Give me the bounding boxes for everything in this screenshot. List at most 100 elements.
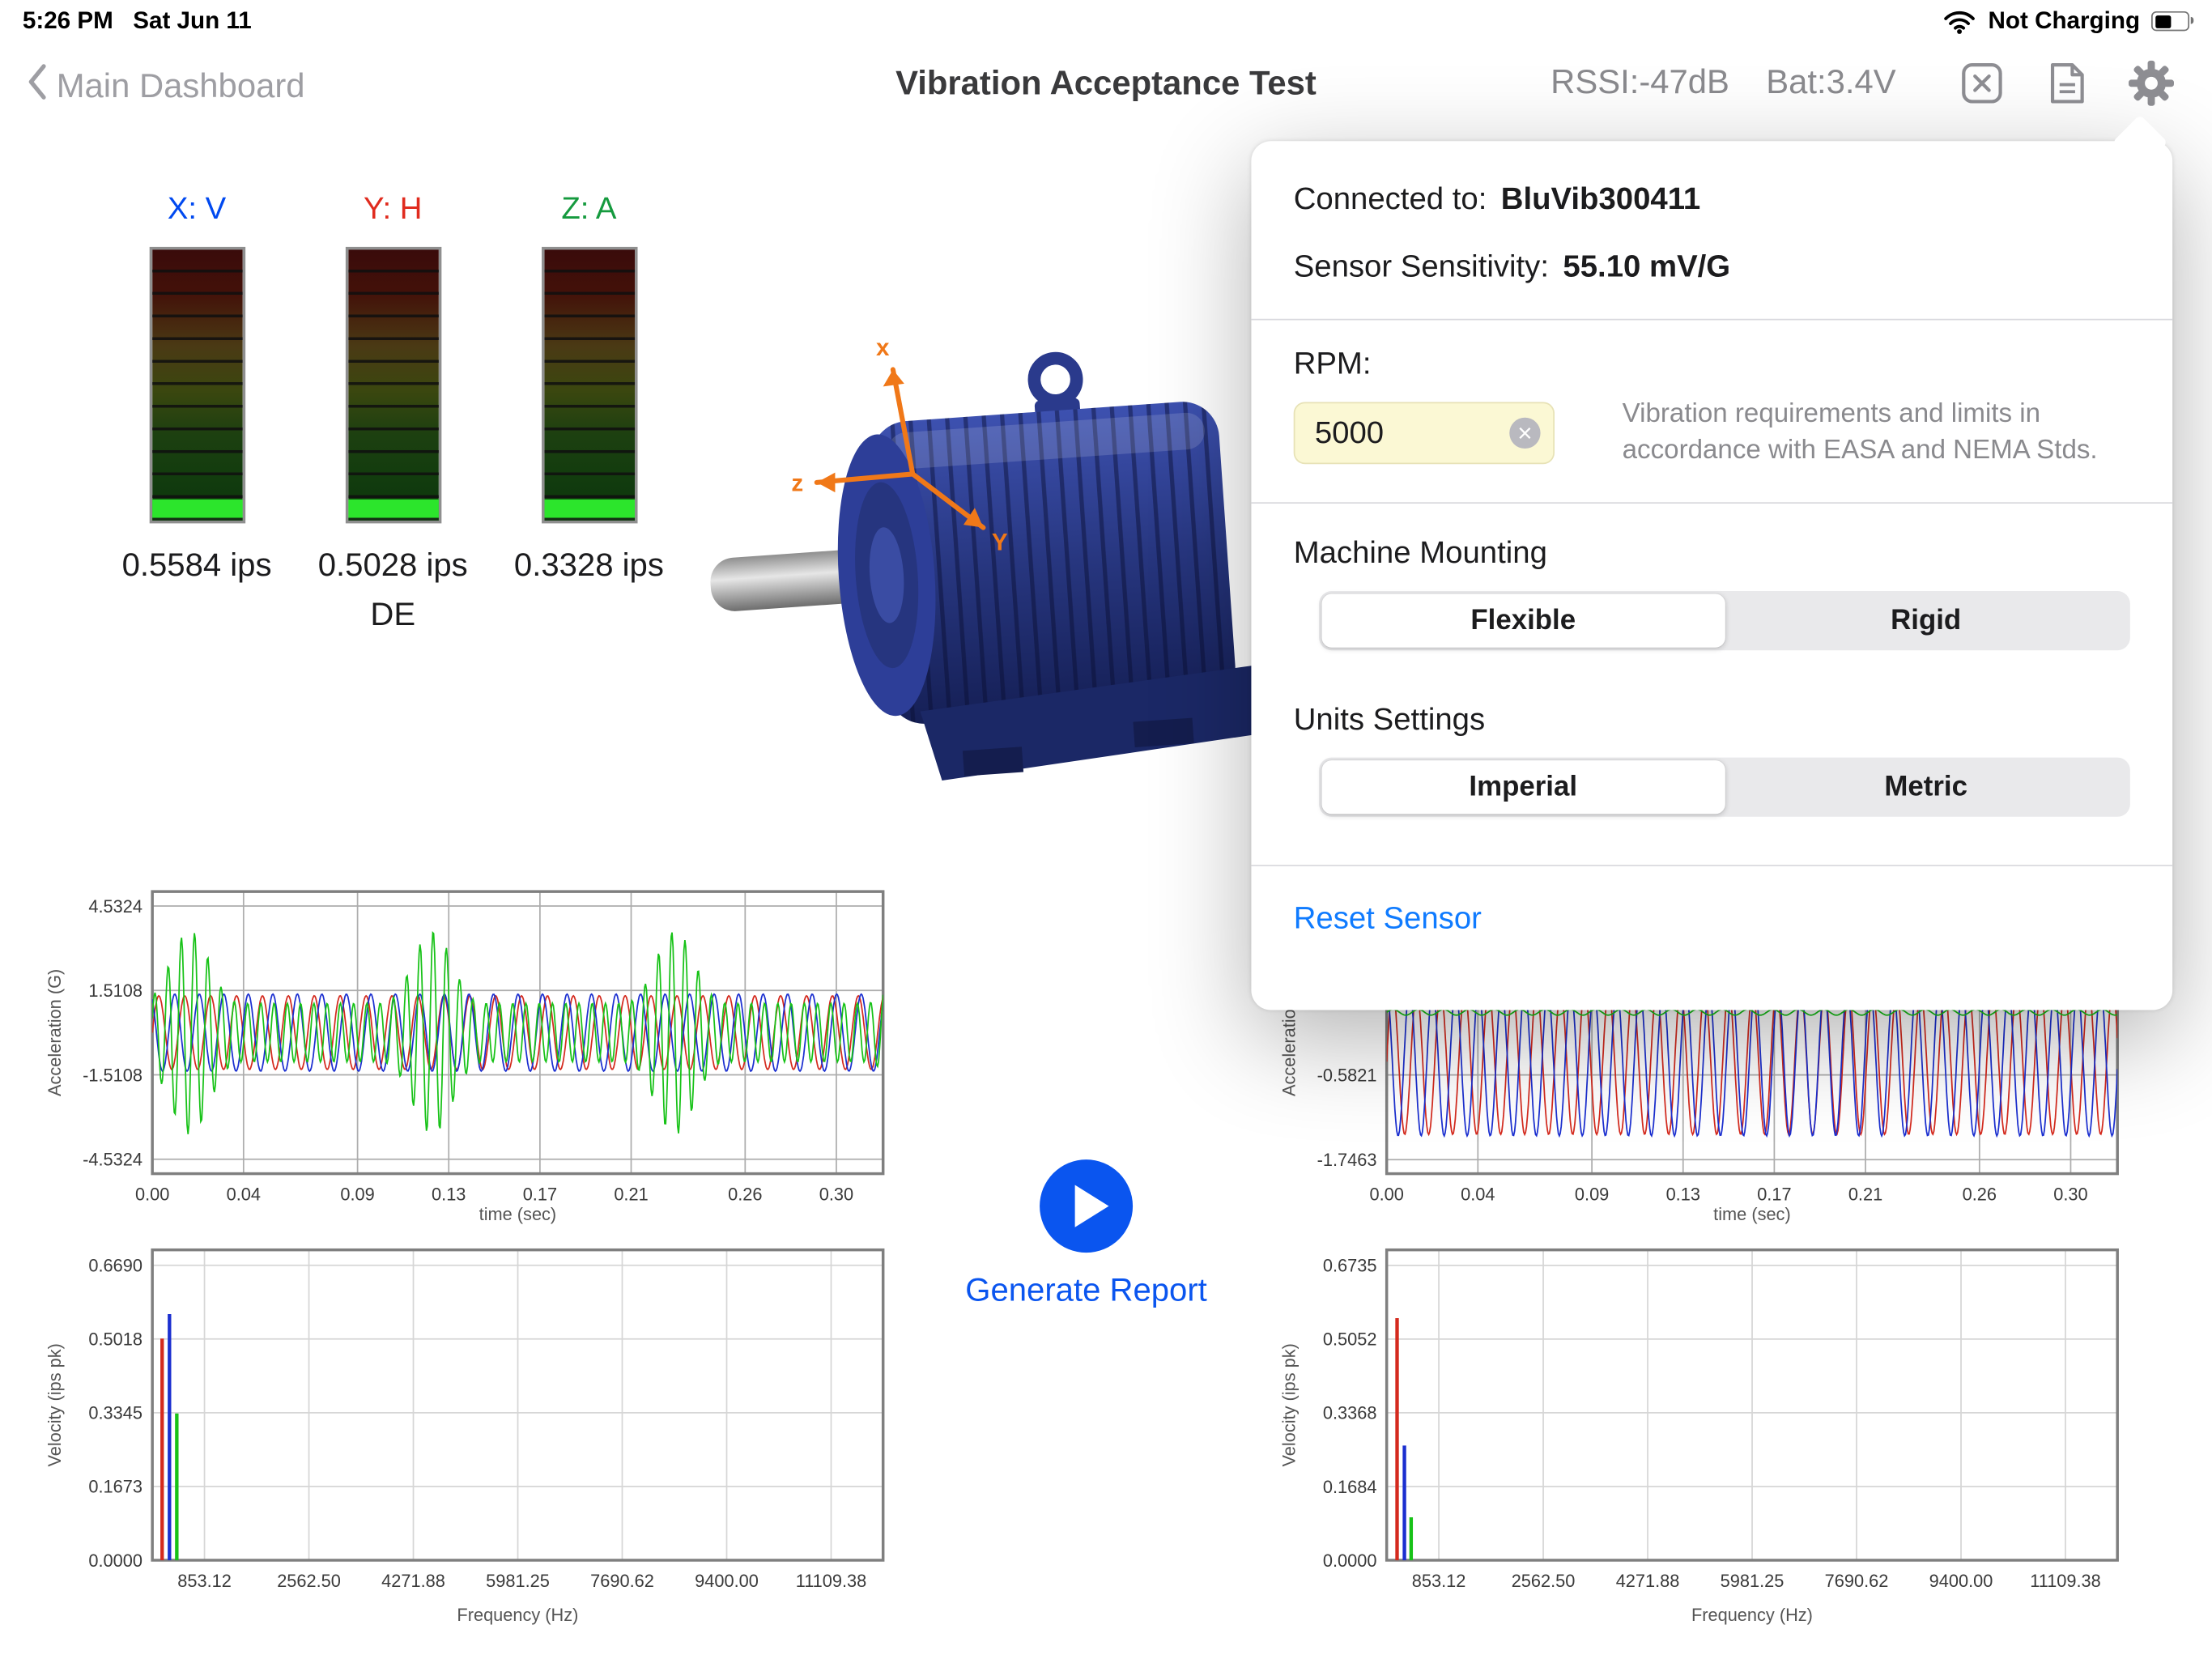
meter-z-label: Z: A: [561, 190, 617, 226]
settings-button[interactable]: [2127, 59, 2175, 107]
svg-text:Frequency (Hz): Frequency (Hz): [457, 1605, 578, 1625]
play-button[interactable]: [1040, 1159, 1134, 1253]
svg-text:0.0000: 0.0000: [88, 1551, 143, 1571]
battery-voltage: Bat:3.4V: [1766, 63, 1896, 102]
svg-text:11109.38: 11109.38: [2030, 1571, 2101, 1591]
report-document-button[interactable]: [2043, 59, 2091, 107]
svg-text:0.09: 0.09: [340, 1185, 374, 1205]
svg-text:-1.5108: -1.5108: [83, 1065, 143, 1085]
units-option-metric[interactable]: Metric: [1884, 772, 1967, 803]
mounting-option-flexible[interactable]: Flexible: [1321, 593, 1725, 649]
svg-text:0.17: 0.17: [1757, 1185, 1791, 1205]
svg-text:2562.50: 2562.50: [277, 1571, 341, 1591]
axis-y-label: Y: [992, 529, 1008, 555]
svg-text:0.6735: 0.6735: [1323, 1256, 1377, 1276]
svg-text:0.09: 0.09: [1575, 1185, 1609, 1205]
rssi-value: RSSI:-47dB: [1551, 63, 1729, 102]
battery-icon: [2151, 11, 2194, 32]
page-title: Vibration Acceptance Test: [895, 65, 1317, 104]
chevron-left-icon: [25, 62, 48, 112]
svg-text:7690.62: 7690.62: [590, 1571, 654, 1591]
units-segmented-control: Imperial Metric: [1319, 758, 2130, 818]
svg-text:0.1673: 0.1673: [88, 1477, 143, 1497]
velocity-spectrum-chart-right: 853.12 2562.50 4271.88 5981.25 7690.62 9400.0…: [1276, 1236, 2124, 1628]
sensitivity-value: 55.10 mV/G: [1563, 248, 1731, 284]
back-label: Main Dashboard: [56, 66, 305, 105]
velocity-spectrum-chart-left: 853.12 2562.50 4271.88 5981.25 7690.62 9400.0…: [42, 1236, 889, 1628]
meter-x-value: 0.5584 ips: [121, 546, 272, 583]
svg-text:0.3368: 0.3368: [1323, 1403, 1377, 1423]
sensitivity-label: Sensor Sensitivity:: [1293, 248, 1549, 284]
status-date: Sat Jun 11: [133, 6, 252, 34]
status-bar: 5:26 PM Sat Jun 11 Not Charging: [0, 0, 2212, 42]
svg-text:7690.62: 7690.62: [1825, 1571, 1889, 1591]
svg-text:0.3345: 0.3345: [88, 1403, 143, 1423]
mounting-section-label: Machine Mounting: [1293, 534, 1547, 571]
back-button[interactable]: Main Dashboard: [25, 62, 305, 112]
svg-text:-0.5821: -0.5821: [1317, 1065, 1377, 1085]
wifi-icon: [1943, 8, 1977, 34]
svg-text:4.5324: 4.5324: [88, 896, 143, 917]
svg-text:9400.00: 9400.00: [1929, 1571, 1993, 1591]
svg-text:time (sec): time (sec): [1713, 1204, 1791, 1224]
svg-text:0.5018: 0.5018: [88, 1329, 143, 1350]
svg-text:9400.00: 9400.00: [695, 1571, 759, 1591]
svg-text:0.13: 0.13: [432, 1185, 466, 1205]
disconnect-button[interactable]: [1958, 59, 2006, 107]
meter-x-bar: [148, 246, 245, 524]
svg-text:1.5108: 1.5108: [88, 981, 143, 1001]
svg-text:4271.88: 4271.88: [1616, 1571, 1680, 1591]
battery-status-text: Not Charging: [1988, 6, 2141, 34]
play-icon: [1074, 1185, 1109, 1227]
rpm-label: RPM:: [1293, 345, 1372, 381]
meter-z-value: 0.3328 ips: [513, 546, 664, 583]
svg-text:0.1684: 0.1684: [1323, 1477, 1377, 1497]
svg-text:853.12: 853.12: [1412, 1571, 1466, 1591]
svg-text:-1.7463: -1.7463: [1317, 1150, 1377, 1170]
svg-text:853.12: 853.12: [177, 1571, 232, 1591]
svg-text:0.00: 0.00: [135, 1185, 169, 1205]
meter-y-value: 0.5028 ips: [317, 546, 468, 583]
mounting-option-rigid[interactable]: Rigid: [1891, 605, 1962, 637]
svg-text:0.26: 0.26: [1963, 1185, 1997, 1205]
generate-report-link[interactable]: Generate Report: [965, 1270, 1207, 1308]
svg-text:0.21: 0.21: [614, 1185, 648, 1205]
axis-x-label: x: [876, 334, 890, 361]
svg-text:5981.25: 5981.25: [486, 1571, 550, 1591]
svg-text:2562.50: 2562.50: [1512, 1571, 1576, 1591]
settings-popover: Connected to: BluVib300411 Sensor Sensit…: [1251, 141, 2173, 1010]
svg-text:0.13: 0.13: [1666, 1185, 1700, 1205]
svg-text:0.6690: 0.6690: [88, 1256, 143, 1276]
svg-text:0.30: 0.30: [2053, 1185, 2087, 1205]
units-option-imperial[interactable]: Imperial: [1321, 760, 1725, 815]
measurement-end-label: DE: [370, 595, 416, 632]
svg-text:4271.88: 4271.88: [381, 1571, 445, 1591]
connected-label: Connected to:: [1293, 181, 1487, 216]
svg-text:0.21: 0.21: [1848, 1185, 1882, 1205]
status-time: 5:26 PM: [22, 6, 113, 34]
meter-y: Y: H 0.5028 ips DE: [295, 190, 491, 633]
time-waveform-chart-left: 0.00 0.04 0.09 0.13 0.17 0.21 0.26 0.30 4.5324 1.…: [42, 874, 889, 1227]
svg-text:Acceleration (G): Acceleration (G): [45, 969, 65, 1096]
connected-device-name: BluVib300411: [1500, 181, 1701, 216]
svg-text:0.17: 0.17: [523, 1185, 557, 1205]
svg-text:0.04: 0.04: [227, 1185, 261, 1205]
axis-z-label: z: [791, 470, 803, 496]
svg-text:0.30: 0.30: [819, 1185, 853, 1205]
vibration-level-meters: X: V 0.5584 ips Y: H 0.5028 ips DE Z: A …: [99, 190, 687, 633]
mounting-segmented-control: Flexible Rigid: [1319, 591, 2130, 651]
meter-x: X: V 0.5584 ips: [99, 190, 295, 633]
svg-text:time (sec): time (sec): [479, 1204, 557, 1224]
gear-icon: [2129, 60, 2174, 106]
svg-text:0.04: 0.04: [1461, 1185, 1495, 1205]
meter-z-bar: [541, 246, 637, 524]
close-square-icon: [1962, 63, 2002, 104]
units-section-label: Units Settings: [1293, 701, 1486, 737]
svg-text:5981.25: 5981.25: [1721, 1571, 1784, 1591]
clear-input-icon[interactable]: [1509, 417, 1541, 449]
svg-text:Frequency (Hz): Frequency (Hz): [1691, 1605, 1813, 1625]
svg-text:0.00: 0.00: [1369, 1185, 1403, 1205]
svg-text:-4.5324: -4.5324: [83, 1150, 143, 1170]
reset-sensor-link[interactable]: Reset Sensor: [1293, 900, 1482, 936]
